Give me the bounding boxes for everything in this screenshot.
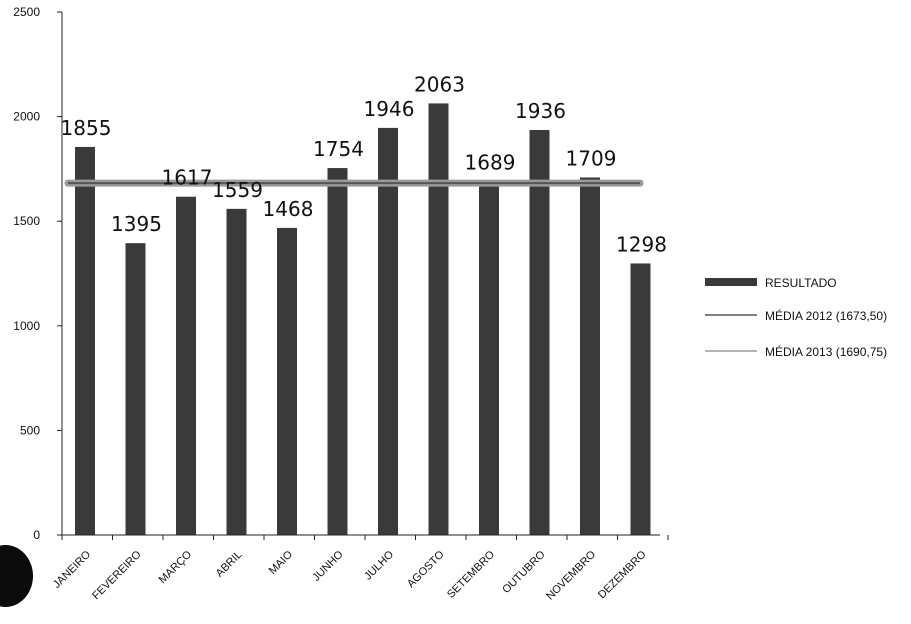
data-label: 1754 [313,137,364,161]
x-tick-label: SETEMBRO [445,548,497,600]
bar-setembro [479,181,499,535]
data-label: 1468 [263,197,314,221]
legend-label: MÉDIA 2013 (1690,75) [765,344,887,359]
data-label: 2063 [414,72,465,96]
data-label: 1559 [212,178,263,202]
data-label: 1689 [465,151,516,175]
data-label: 1936 [515,99,566,123]
legend: RESULTADO MÉDIA 2012 (1673,50) MÉDIA 2013 … [705,276,887,359]
data-label: 1617 [162,166,213,190]
bar-junho [327,168,348,535]
y-tick-label: 2500 [13,5,40,19]
legend-label: MÉDIA 2012 (1673,50) [765,308,887,323]
y-tick-label: 1000 [13,319,40,333]
legend-label: RESULTADO [765,276,837,290]
data-label: 1946 [364,97,415,121]
x-tick-label: OUTUBRO [500,548,548,596]
data-label: 1855 [61,116,112,140]
legend-swatch-resultado [705,278,757,286]
bar-agosto [428,103,449,535]
bar-outubro [529,129,550,535]
x-tick-label: JUNHO [310,548,346,584]
x-tick-label: MAIO [267,548,296,577]
x-tick-label: DEZEMBRO [596,548,649,601]
bar-janeiro [75,146,95,535]
data-label: 1298 [616,232,667,256]
bar-fevereiro [125,243,146,535]
x-tick-label: FEVEREIRO [90,548,144,602]
x-tick-label: MARÇO [157,548,195,586]
x-tick-label: ABRIL [214,549,245,580]
data-label: 1709 [566,146,617,170]
y-tick-label: 0 [33,528,40,542]
x-tick-label: AGOSTO [405,548,447,590]
bar-março [176,196,196,535]
bar-dezembro [630,263,651,535]
x-tick-label: NOVEMBRO [544,548,598,602]
x-tick-label: JULHO [362,548,396,582]
bar-abril [226,208,247,536]
bar-maio [277,227,297,535]
bar-julho [378,127,398,536]
bars-group [75,103,651,536]
y-tick-label: 2000 [13,110,40,124]
data-label: 1395 [111,212,162,236]
bar-novembro [580,177,600,535]
y-tick-label: 1500 [13,214,40,228]
y-tick-label: 500 [20,423,40,437]
x-tick-label: JANEIRO [51,548,94,591]
